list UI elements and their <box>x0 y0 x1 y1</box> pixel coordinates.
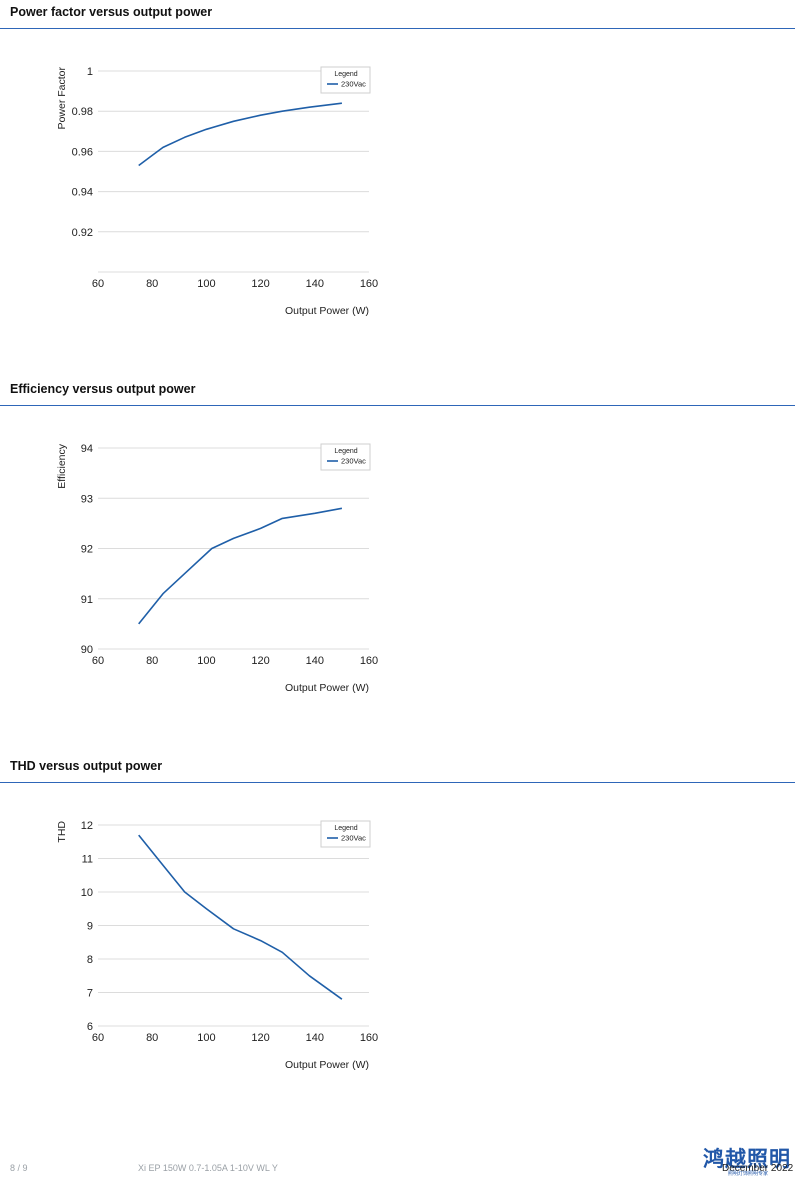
y-axis-label: THD <box>56 821 68 843</box>
x-tick-label: 160 <box>360 1032 378 1044</box>
legend-title: Legend <box>334 825 357 832</box>
y-tick-label: 9 <box>87 921 93 933</box>
x-tick-label: 160 <box>360 655 378 667</box>
legend-entry: 230Vac <box>341 834 366 843</box>
x-tick-label: 100 <box>197 655 215 667</box>
y-tick-label: 90 <box>81 644 93 656</box>
y-tick-label: 1 <box>87 66 93 78</box>
y-tick-label: 93 <box>81 493 93 505</box>
section-divider <box>0 782 795 783</box>
section-title-thd: THD versus output power <box>10 759 163 773</box>
x-tick-label: 120 <box>251 278 269 290</box>
x-axis-label: Output Power (W) <box>285 305 369 317</box>
efficiency-chart: 90 91 92 93 94 60 80 100 120 140 160 Output Power (… <box>56 443 378 694</box>
x-axis-label: Output Power (W) <box>285 1059 369 1071</box>
footer-date: December 2022 <box>722 1163 794 1174</box>
legend-box <box>320 443 371 471</box>
section-divider <box>0 405 795 406</box>
legend-title: Legend <box>334 71 357 78</box>
y-tick-label: 0.96 <box>72 146 93 158</box>
y-tick-label: 11 <box>82 854 93 866</box>
y-tick-label: 0.98 <box>72 106 93 118</box>
product-name: Xi EP 150W 0.7-1.05A 1-10V WL Y <box>138 1163 278 1173</box>
y-tick-label: 0.94 <box>72 187 93 199</box>
x-tick-label: 100 <box>197 278 215 290</box>
legend: Legend 230Vac <box>320 443 371 471</box>
x-tick-label: 80 <box>146 278 158 290</box>
x-tick-label: 60 <box>92 655 104 667</box>
y-tick-label: 8 <box>87 954 93 966</box>
y-tick-label: 94 <box>81 443 93 455</box>
legend: Legend 230Vac <box>320 66 371 94</box>
y-tick-label: 7 <box>87 988 93 1000</box>
legend-box <box>320 820 371 848</box>
x-tick-label: 80 <box>146 1032 158 1044</box>
legend-box <box>320 66 371 94</box>
series-line-230Vac <box>138 834 343 1000</box>
section-title-efficiency: Efficiency versus output power <box>10 382 196 396</box>
x-tick-label: 160 <box>360 278 378 290</box>
legend-entry: 230Vac <box>341 80 366 89</box>
series-line-230Vac <box>138 102 342 167</box>
y-tick-label: 10 <box>81 887 93 899</box>
y-axis-label: Efficiency <box>56 443 68 488</box>
legend-entry: 230Vac <box>341 457 366 466</box>
x-tick-label: 100 <box>197 1032 215 1044</box>
x-tick-label: 140 <box>306 1032 324 1044</box>
y-tick-label: 0.92 <box>72 227 93 239</box>
x-axis-label: Output Power (W) <box>285 682 369 694</box>
y-tick-label: 6 <box>87 1021 93 1033</box>
y-tick-label: 91 <box>81 594 93 606</box>
x-tick-label: 80 <box>146 655 158 667</box>
x-tick-label: 120 <box>251 655 269 667</box>
page-number: 8 / 9 <box>10 1163 28 1173</box>
watermark-subtitle: 照明灯饰照明专家 <box>728 1171 769 1177</box>
x-tick-label: 60 <box>92 278 104 290</box>
y-axis-label: Power Factor <box>56 66 68 129</box>
y-tick-label: 92 <box>81 544 93 556</box>
y-tick-label: 12 <box>81 820 93 832</box>
x-tick-label: 140 <box>306 655 324 667</box>
section-title-power-factor: Power factor versus output power <box>10 5 213 19</box>
legend-title: Legend <box>334 448 357 455</box>
x-tick-label: 140 <box>306 278 324 290</box>
section-divider <box>0 28 795 29</box>
series-line-230Vac <box>138 507 343 625</box>
legend: Legend 230Vac <box>320 820 371 848</box>
x-tick-label: 60 <box>92 1032 104 1044</box>
x-tick-label: 120 <box>251 1032 269 1044</box>
watermark-logo: 鸿越照明 <box>703 1147 791 1171</box>
thd-chart: 6 7 8 9 10 11 12 60 80 100 120 140 160 Output Power (… <box>56 820 378 1071</box>
